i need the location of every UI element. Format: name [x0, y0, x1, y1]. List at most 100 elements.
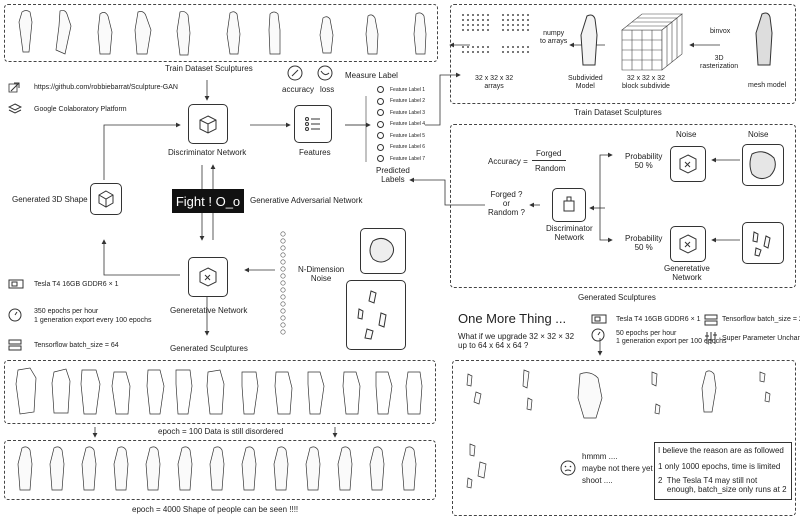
- pipeline-block-label: 32 x 32 x 32 block subdivide: [622, 75, 670, 91]
- pipeline-numpy-label: numpy to arrays: [540, 30, 568, 46]
- right-generator-label: Generetative Network: [664, 264, 710, 283]
- generated-sculptures-label: Generated Sculptures: [170, 344, 248, 353]
- list-icon: [305, 117, 320, 131]
- one-more-samples: [466, 369, 771, 419]
- link-icon: [8, 82, 20, 93]
- generator-label: Generetative Network: [170, 306, 248, 315]
- noise-label: N-Dimension Noise: [298, 265, 345, 284]
- radio-icon: [377, 97, 384, 105]
- hex-icon: [679, 154, 697, 174]
- hmm-1: hmmm ....: [582, 452, 618, 461]
- probability-2: Probability 50 %: [625, 234, 663, 253]
- feature-label-text: Feature Label 7: [390, 155, 426, 162]
- more-batch: Tensorflow batch_size = 2: [722, 316, 800, 323]
- subdivided-model: [580, 14, 598, 66]
- pipeline-caption: Train Dataset Sculptures: [574, 108, 662, 117]
- noise-vector: [280, 231, 286, 335]
- noise-generator-bottom[interactable]: [670, 226, 706, 262]
- fight-banner: Fight ! O_o: [172, 189, 244, 213]
- top-dataset-label: Train Dataset Sculptures: [165, 64, 253, 73]
- epoch-4000-samples: [17, 446, 417, 491]
- radio-icon: [377, 109, 384, 117]
- feature-label-text: Feature Label 5: [390, 132, 426, 139]
- reason-2: 2 The Tesla T4 may still not enough, bat…: [658, 476, 787, 495]
- feature-label-text: Feature Label 1: [390, 86, 426, 93]
- clock-icon: [591, 328, 605, 342]
- feature-label-item: Feature Label 1: [377, 84, 437, 96]
- radio-icon: [377, 120, 384, 128]
- noise-generator-top[interactable]: [670, 146, 706, 182]
- cube-icon: [98, 190, 114, 208]
- feature-label-item: Feature Label 6: [377, 142, 437, 154]
- generated-3d-node[interactable]: [90, 183, 122, 215]
- fraction-bar: [532, 160, 566, 161]
- radio-icon: [377, 143, 384, 151]
- noise-image-bottom: [742, 222, 784, 264]
- spec-gpu: Tesla T4 16GB GDDR6 × 1: [34, 281, 119, 288]
- feature-label-text: Feature Label 4: [390, 121, 426, 128]
- array-grids: [462, 14, 529, 53]
- right-caption: Generated Sculptures: [578, 293, 656, 302]
- hmm-2: maybe not there yet: [582, 464, 653, 473]
- noise-sample-2: [346, 280, 406, 350]
- features-label: Features: [299, 148, 331, 157]
- cube-icon: [199, 115, 217, 134]
- mesh-model: [755, 12, 773, 66]
- hex-icon: [679, 234, 697, 254]
- server-icon: [8, 339, 22, 351]
- feature-label-item: Feature Label 5: [377, 130, 437, 142]
- features-node[interactable]: [294, 105, 332, 143]
- loss-label: loss: [320, 85, 335, 94]
- sculpture-row-top: [18, 10, 427, 56]
- noise-image-top: [742, 144, 784, 186]
- right-discriminator-node[interactable]: [552, 188, 586, 222]
- generated-3d-label: Generated 3D Shape: [12, 195, 88, 204]
- feature-label-list: Feature Label 1 Feature Label 2 Feature La…: [377, 84, 437, 165]
- reason-title: I believe the reason are as followed: [658, 446, 784, 455]
- generator-node[interactable]: [188, 257, 228, 297]
- spec-epochs-2: 1 generation export every 100 epochs: [34, 317, 152, 324]
- trend-icon: [317, 65, 333, 81]
- feature-label-item: Feature Label 3: [377, 107, 437, 119]
- robot-icon: [563, 196, 575, 212]
- noise-sample-1: [360, 228, 406, 274]
- discriminator-label: Discriminator Network: [168, 148, 247, 157]
- more-gpu: Tesla T4 16GB GDDR6 × 1: [616, 316, 701, 323]
- top-dataset-box: [4, 4, 438, 62]
- reason-1: 1 only 1000 epochs, time is limited: [658, 462, 781, 471]
- feature-label-text: Feature Label 6: [390, 144, 426, 151]
- hex-icon: [199, 267, 217, 287]
- gpu-icon: [591, 314, 607, 324]
- spec-epochs-1: 350 epochs per hour: [34, 308, 99, 315]
- gan-label: Generative Adversarial Network: [250, 196, 363, 205]
- one-more-question: What if we upgrade 32 × 32 × 32 up to 64…: [458, 332, 575, 351]
- pipeline-raster-label: 3D rasterization: [700, 55, 739, 71]
- feature-label-item: Feature Label 7: [377, 153, 437, 165]
- forged-question: Forged ? or Random ?: [488, 190, 525, 218]
- right-gan-box: [450, 124, 796, 288]
- pipeline-mesh-label: mesh model: [748, 82, 787, 89]
- probability-1: Probability 50 %: [625, 152, 663, 171]
- one-more-extra-sample: [466, 443, 487, 489]
- face-icon: [560, 460, 576, 476]
- one-more-title: One More Thing ...: [458, 311, 567, 326]
- sliders-icon: [705, 332, 717, 344]
- pipeline-arrays-label: 32 x 32 x 32 arrays: [475, 75, 514, 91]
- pipeline-subdivided-label: Subdivided Model: [568, 75, 603, 91]
- colab-link[interactable]: Google Colaboratory Platform: [34, 106, 127, 113]
- spec-batch: Tensorflow batch_size = 64: [34, 342, 119, 349]
- right-discriminator-label: Discriminator Network: [546, 224, 593, 243]
- epoch-100-samples: [15, 367, 423, 415]
- feature-label-item: Feature Label 2: [377, 96, 437, 108]
- hmm-3: shoot ....: [582, 476, 613, 485]
- accuracy-label: accuracy: [282, 85, 315, 94]
- feature-label-item: Feature Label 4: [377, 119, 437, 131]
- github-link[interactable]: https://github.com/robbiebarrat/Sculptur…: [34, 84, 178, 91]
- predicted-labels: Predicted Labels: [376, 166, 410, 185]
- accuracy-eq: Accuracy =: [488, 157, 528, 166]
- discriminator-node[interactable]: [188, 104, 228, 144]
- epoch-100-caption: epoch = 100 Data is still disordered: [158, 427, 284, 436]
- reason-box: [654, 442, 792, 500]
- feature-label-text: Feature Label 2: [390, 98, 426, 105]
- epoch-4000-box: [4, 440, 436, 500]
